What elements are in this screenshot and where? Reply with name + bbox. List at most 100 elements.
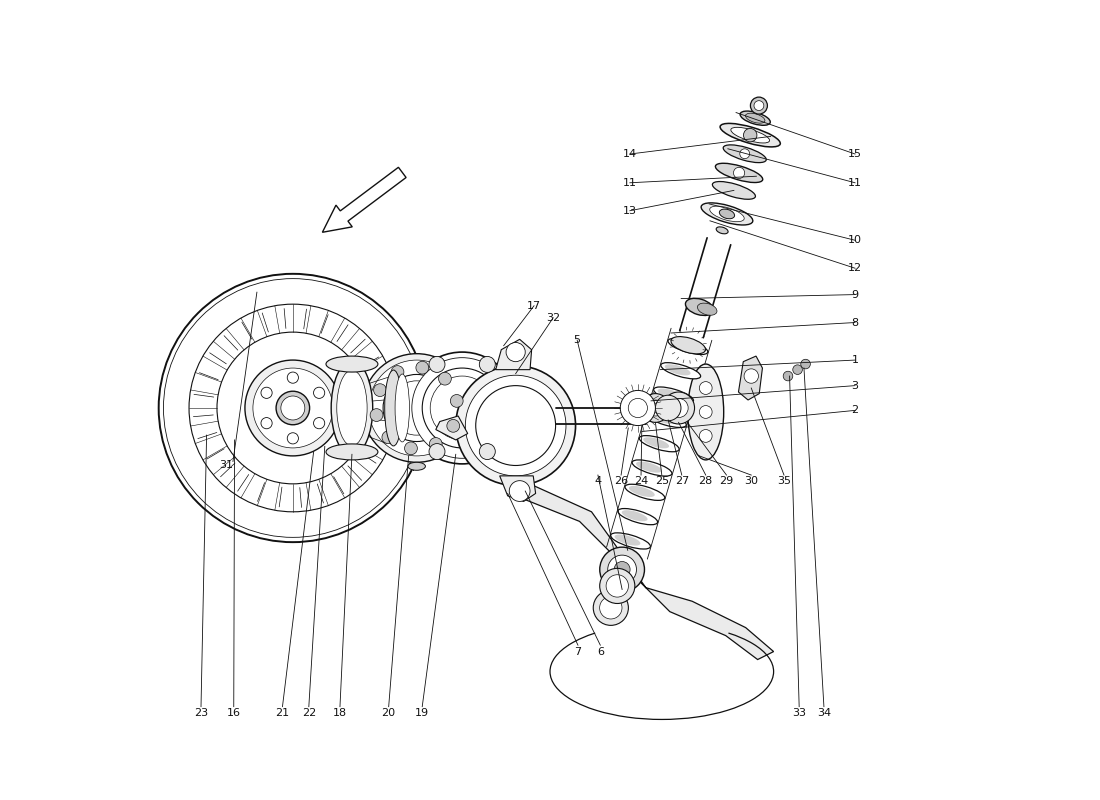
- Circle shape: [455, 366, 575, 486]
- Polygon shape: [270, 274, 282, 281]
- Circle shape: [287, 372, 298, 383]
- Ellipse shape: [632, 460, 672, 476]
- Circle shape: [740, 149, 749, 158]
- Text: 13: 13: [623, 206, 637, 216]
- Circle shape: [405, 442, 417, 454]
- Text: 16: 16: [227, 708, 241, 718]
- Circle shape: [744, 369, 758, 383]
- Text: 22: 22: [301, 708, 316, 718]
- Ellipse shape: [326, 444, 378, 460]
- Circle shape: [509, 481, 530, 502]
- Circle shape: [261, 418, 272, 429]
- Polygon shape: [348, 286, 360, 296]
- Ellipse shape: [337, 370, 367, 446]
- Circle shape: [475, 386, 556, 466]
- Text: 35: 35: [777, 477, 791, 486]
- Circle shape: [600, 547, 645, 592]
- Circle shape: [648, 400, 663, 416]
- Ellipse shape: [647, 411, 686, 427]
- Polygon shape: [207, 298, 219, 309]
- Circle shape: [628, 398, 648, 418]
- Ellipse shape: [326, 356, 378, 372]
- Circle shape: [164, 278, 422, 538]
- Ellipse shape: [668, 338, 707, 354]
- Polygon shape: [436, 416, 468, 440]
- Polygon shape: [499, 476, 536, 502]
- Polygon shape: [270, 535, 282, 542]
- Polygon shape: [198, 499, 210, 510]
- Ellipse shape: [688, 364, 724, 460]
- Circle shape: [389, 381, 443, 435]
- Polygon shape: [216, 514, 228, 524]
- Polygon shape: [198, 306, 210, 317]
- Circle shape: [429, 357, 446, 373]
- Polygon shape: [304, 535, 316, 542]
- Polygon shape: [183, 322, 194, 334]
- Polygon shape: [327, 278, 339, 286]
- Polygon shape: [421, 408, 427, 420]
- Circle shape: [700, 406, 712, 418]
- Circle shape: [662, 392, 694, 424]
- Ellipse shape: [716, 227, 728, 234]
- Ellipse shape: [672, 340, 697, 351]
- Polygon shape: [358, 292, 370, 302]
- Ellipse shape: [615, 534, 640, 546]
- Circle shape: [600, 597, 621, 619]
- Text: 1: 1: [851, 355, 859, 365]
- Ellipse shape: [636, 462, 662, 473]
- Text: 4: 4: [594, 477, 602, 486]
- Polygon shape: [158, 396, 164, 408]
- Circle shape: [606, 574, 628, 597]
- Polygon shape: [282, 537, 293, 542]
- Circle shape: [287, 433, 298, 444]
- Circle shape: [669, 398, 689, 418]
- Polygon shape: [226, 520, 239, 530]
- Text: 29: 29: [719, 477, 734, 486]
- Circle shape: [600, 568, 635, 603]
- Text: 31: 31: [220, 461, 233, 470]
- Circle shape: [253, 368, 333, 448]
- Text: 30: 30: [745, 477, 758, 486]
- Circle shape: [370, 409, 383, 422]
- Text: 27: 27: [674, 477, 689, 486]
- Text: 25: 25: [654, 477, 669, 486]
- Ellipse shape: [713, 182, 756, 199]
- Circle shape: [406, 352, 518, 464]
- Polygon shape: [376, 499, 387, 510]
- Polygon shape: [415, 442, 422, 454]
- Circle shape: [607, 555, 637, 584]
- Polygon shape: [405, 462, 415, 475]
- Polygon shape: [304, 274, 316, 281]
- Circle shape: [614, 562, 630, 578]
- Circle shape: [362, 354, 471, 462]
- Text: 12: 12: [848, 263, 862, 274]
- Text: 11: 11: [848, 178, 862, 188]
- Circle shape: [620, 390, 656, 426]
- Ellipse shape: [730, 127, 770, 143]
- Polygon shape: [293, 274, 305, 279]
- Polygon shape: [167, 452, 176, 465]
- FancyArrow shape: [322, 167, 406, 232]
- Circle shape: [374, 384, 386, 397]
- Text: 19: 19: [415, 708, 429, 718]
- Circle shape: [734, 167, 745, 178]
- Circle shape: [217, 332, 368, 484]
- Polygon shape: [163, 442, 172, 454]
- Ellipse shape: [720, 123, 780, 147]
- Polygon shape: [337, 526, 350, 534]
- Polygon shape: [177, 331, 187, 343]
- Text: 6: 6: [597, 646, 604, 657]
- Text: 20: 20: [382, 708, 396, 718]
- Polygon shape: [158, 408, 164, 420]
- Text: 24: 24: [634, 477, 648, 486]
- Circle shape: [314, 418, 324, 429]
- Ellipse shape: [610, 533, 650, 549]
- Circle shape: [189, 304, 397, 512]
- Text: 32: 32: [546, 313, 560, 322]
- Ellipse shape: [621, 510, 648, 522]
- Ellipse shape: [658, 389, 683, 400]
- Polygon shape: [163, 362, 172, 374]
- Circle shape: [593, 590, 628, 626]
- Polygon shape: [496, 339, 531, 370]
- Polygon shape: [367, 298, 380, 309]
